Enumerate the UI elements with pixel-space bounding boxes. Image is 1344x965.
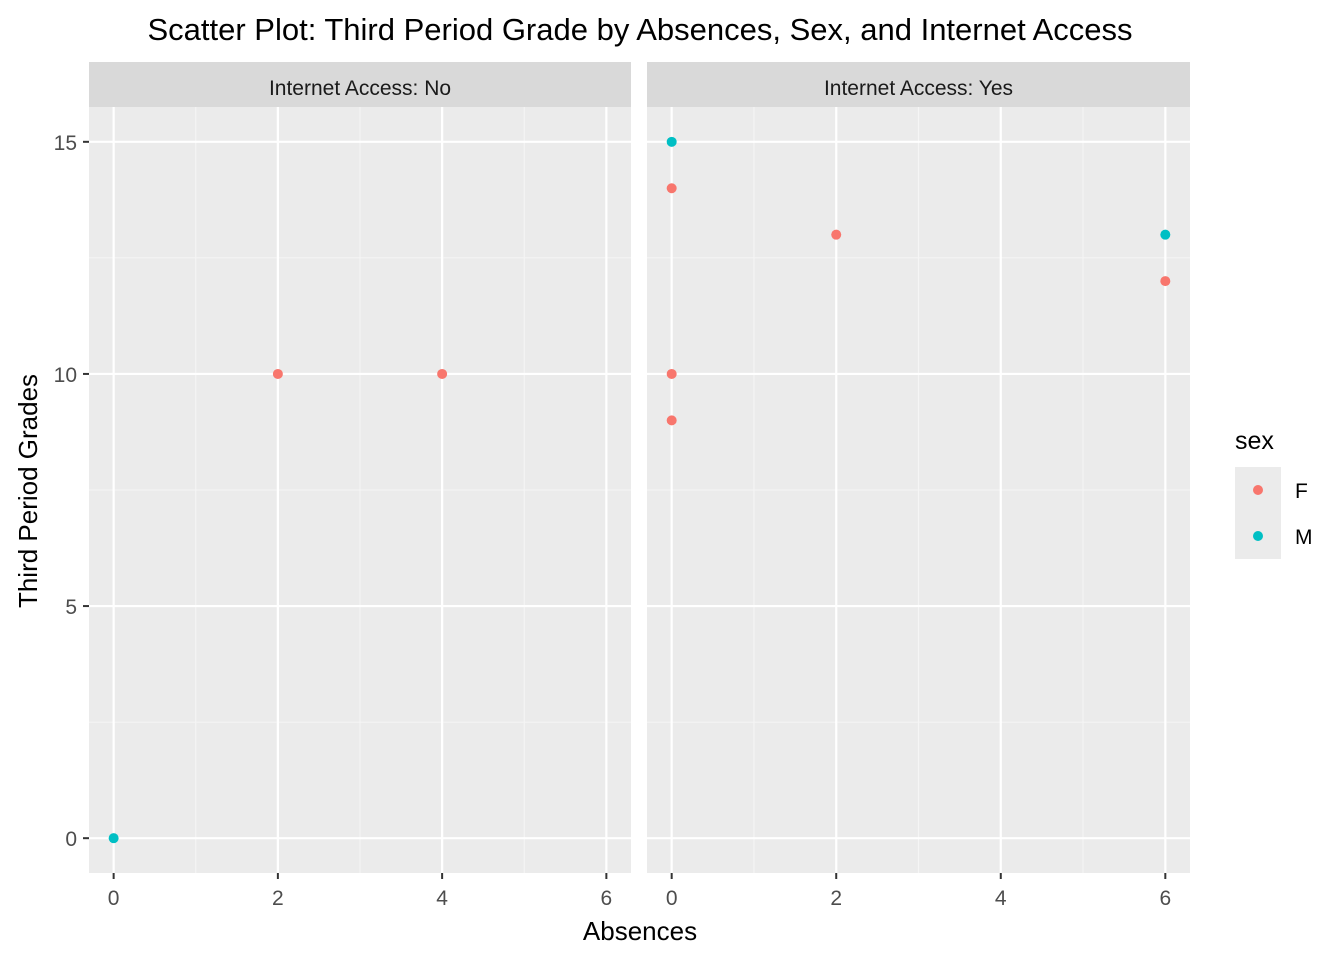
data-point-F [666,368,677,379]
y-tick-label: 15 [54,132,77,155]
y-tick-label: 10 [54,364,77,387]
data-point-M [666,136,677,147]
facet-strip-label: Internet Access: No [269,77,451,100]
x-tick-label: 4 [436,887,448,910]
data-point-M [1160,229,1171,240]
x-tick-label: 0 [108,887,120,910]
facet-strip [647,62,1190,107]
x-tick-label: 6 [1159,887,1171,910]
legend-key-M [1253,531,1263,541]
y-tick-label: 5 [65,596,77,619]
x-tick-label: 2 [830,887,842,910]
legend-key-F [1253,485,1263,495]
facet-panel-2: Internet Access: Yes 0 2 4 6 [647,62,1190,910]
data-point-F [831,229,842,240]
x-tick-label: 0 [666,887,678,910]
y-axis-label: Third Period Grades [13,374,43,608]
data-point-F [437,368,448,379]
x-tick-label: 6 [601,887,613,910]
chart-title: Scatter Plot: Third Period Grade by Abse… [147,12,1132,47]
legend-title: sex [1235,427,1274,455]
legend-label: M [1295,526,1313,549]
data-point-F [272,368,283,379]
facet-panel-1: Internet Access: No 0 2 4 6 0 5 10 15 [54,62,631,910]
facet-strip [89,62,631,107]
facet-strip-label: Internet Access: Yes [824,77,1013,100]
data-point-F [666,183,677,194]
data-point-F [666,415,677,426]
data-point-F [1160,276,1171,287]
y-tick-label: 0 [65,828,77,851]
data-point-M [108,833,119,844]
legend-label: F [1295,480,1308,503]
x-axis-label: Absences [583,916,697,946]
x-tick-label: 2 [272,887,284,910]
legend: sex FM [1235,427,1313,559]
x-tick-label: 4 [995,887,1007,910]
